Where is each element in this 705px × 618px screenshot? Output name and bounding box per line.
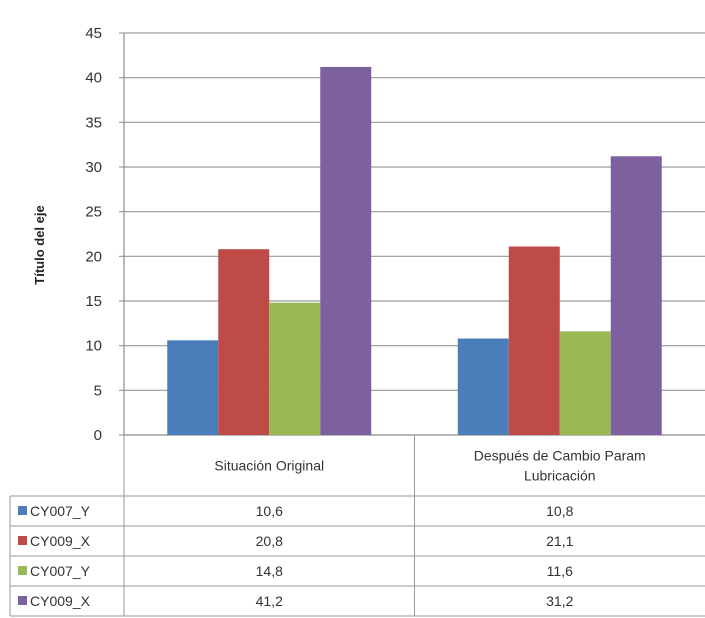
y-axis-label: Título del eje bbox=[32, 205, 47, 284]
table-cell-value: 20,8 bbox=[256, 533, 283, 549]
table-cell-value: 10,6 bbox=[256, 503, 283, 519]
bar bbox=[610, 156, 662, 435]
table-cell-value: 21,1 bbox=[546, 533, 573, 549]
table-cell-value: 31,2 bbox=[546, 593, 573, 609]
bar bbox=[167, 340, 219, 435]
y-tick-label: 45 bbox=[85, 25, 102, 42]
legend-series-name: CY009_X bbox=[30, 533, 91, 549]
table-cell-value: 14,8 bbox=[256, 563, 283, 579]
legend-swatch bbox=[18, 536, 27, 545]
y-tick-label: 5 bbox=[94, 382, 102, 399]
y-axis-ticks: 0 5 10 15 20 25 30 35 40 45 bbox=[85, 25, 102, 444]
legend-swatch bbox=[18, 566, 27, 575]
y-tick-label: 35 bbox=[85, 114, 102, 131]
data-table: Situación Original Después de Cambio Para… bbox=[9, 435, 705, 617]
y-tick-label: 10 bbox=[85, 338, 102, 355]
category-label: Después de Cambio Param bbox=[474, 448, 646, 464]
category-label: Situación Original bbox=[214, 458, 324, 474]
y-tick-label: 0 bbox=[94, 427, 102, 444]
table-cell-value: 10,8 bbox=[546, 503, 573, 519]
table-cell-value: 11,6 bbox=[547, 563, 573, 579]
legend-series-name: CY007_Y bbox=[30, 563, 91, 579]
y-tick-label: 15 bbox=[85, 293, 102, 310]
bar bbox=[508, 246, 560, 435]
legend-swatch bbox=[18, 506, 27, 515]
legend-series-name: CY007_Y bbox=[30, 503, 91, 519]
bar bbox=[320, 66, 372, 436]
y-tick-label: 40 bbox=[85, 70, 102, 87]
bar bbox=[218, 249, 270, 435]
bar bbox=[269, 302, 321, 435]
legend-swatch bbox=[18, 596, 27, 605]
legend-series-name: CY009_X bbox=[30, 593, 91, 609]
bar bbox=[559, 331, 611, 435]
y-tick-label: 20 bbox=[85, 248, 102, 265]
y-tick-label: 30 bbox=[85, 159, 102, 176]
bar bbox=[457, 338, 509, 435]
table-cell-value: 41,2 bbox=[256, 593, 283, 609]
y-tick-label: 25 bbox=[85, 204, 102, 221]
category-label: Lubricación bbox=[524, 468, 596, 484]
bars bbox=[167, 66, 662, 436]
